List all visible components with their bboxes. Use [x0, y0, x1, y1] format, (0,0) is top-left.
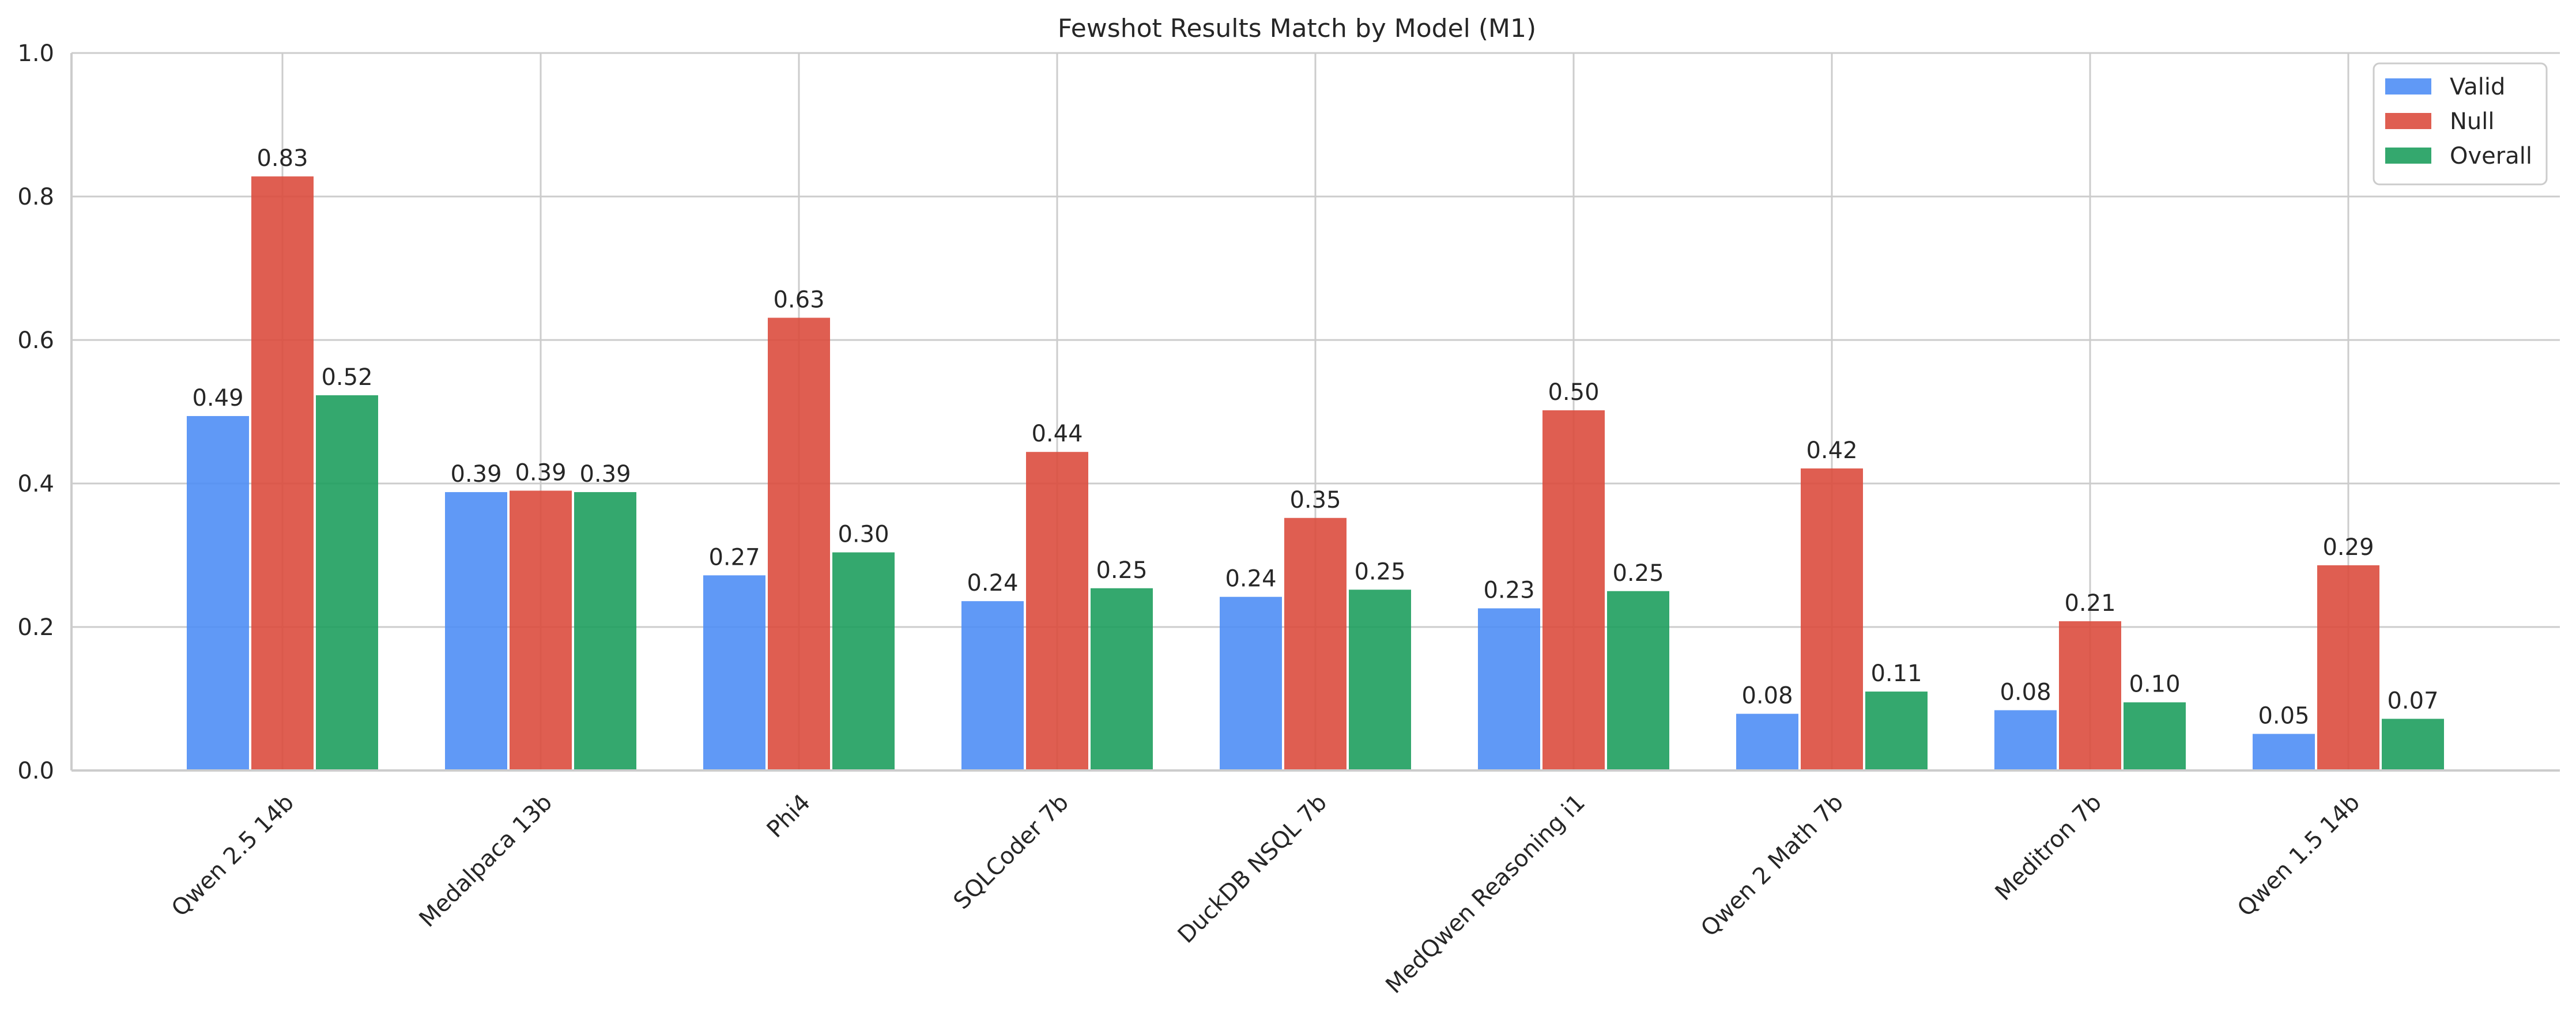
bar-overall [574, 492, 636, 770]
data-label: 0.83 [257, 145, 308, 172]
y-tick-label: 0.8 [17, 184, 54, 210]
data-label: 0.25 [1612, 560, 1664, 587]
bar-valid [1736, 713, 1798, 770]
bar-valid [1994, 710, 2057, 770]
y-tick-label: 1.0 [17, 40, 54, 67]
bar-overall [1865, 692, 1928, 770]
data-label: 0.23 [1483, 577, 1534, 604]
data-label: 0.39 [450, 461, 501, 488]
legend-swatch-null [2385, 113, 2431, 129]
bar-null [251, 176, 314, 770]
data-label: 0.50 [1548, 379, 1599, 406]
bar-valid [961, 601, 1024, 770]
data-label: 0.39 [579, 461, 631, 488]
data-label: 0.42 [1806, 437, 1857, 464]
chart-title: Fewshot Results Match by Model (M1) [1058, 14, 1536, 43]
data-label: 0.10 [2129, 671, 2180, 698]
data-label: 0.35 [1289, 487, 1341, 513]
data-label: 0.08 [1741, 683, 1793, 709]
y-tick-label: 0.2 [17, 614, 54, 641]
legend: Valid Null Overall [2373, 62, 2548, 186]
data-label: 0.29 [2322, 534, 2374, 561]
data-label: 0.24 [1225, 566, 1276, 592]
data-label: 0.24 [967, 570, 1018, 596]
bar-overall [1349, 590, 1411, 770]
data-label: 0.49 [192, 385, 243, 411]
data-labels: 0.49 0.39 0.27 0.24 0.24 0.23 0.08 0.08 0.05 0.83… [192, 145, 2438, 729]
data-label: 0.63 [773, 286, 824, 313]
x-tick-label: Medalpaca 13b [414, 789, 557, 933]
x-tick-label: MedQwen Reasoning i1 [1381, 789, 1590, 999]
legend-label: Overall [2450, 143, 2532, 169]
bar-valid [445, 492, 507, 770]
bar-valid [1478, 608, 1540, 770]
bar-null [2317, 565, 2379, 770]
y-tick-label: 0.6 [17, 327, 54, 354]
x-tick-label: Phi4 [762, 789, 816, 843]
legend-swatch-overall [2385, 148, 2431, 164]
bar-null [510, 490, 572, 770]
bar-null [2059, 621, 2121, 770]
data-label: 0.25 [1096, 557, 1147, 584]
data-label: 0.25 [1354, 558, 1405, 585]
data-label: 0.11 [1870, 660, 1922, 687]
y-tick-label: 0.4 [17, 471, 54, 497]
bar-valid [703, 575, 765, 770]
bar-overall [832, 552, 895, 770]
bar-overall [2382, 719, 2444, 770]
data-label: 0.30 [838, 522, 889, 548]
data-label: 0.39 [515, 459, 566, 486]
bar-overall [2124, 702, 2186, 770]
legend-label: Valid [2450, 74, 2505, 100]
bar-null [1284, 517, 1347, 770]
data-label: 0.05 [2258, 703, 2309, 730]
x-tick-label: Qwen 2.5 14b [167, 789, 299, 922]
y-tick-label: 0.0 [17, 758, 54, 784]
data-label: 0.21 [2064, 590, 2115, 617]
bar-overall [1091, 588, 1153, 770]
x-tick-label: Meditron 7b [1990, 789, 2107, 906]
data-label: 0.52 [321, 364, 372, 391]
bar-valid [187, 415, 249, 770]
legend-swatch-valid [2385, 78, 2431, 95]
data-label: 0.08 [2000, 679, 2051, 705]
x-tick-label: SQLCoder 7b [949, 789, 1074, 915]
data-label: 0.27 [708, 544, 760, 571]
data-label: 0.44 [1031, 421, 1083, 447]
x-tick-label: DuckDB NSQL 7b [1173, 789, 1332, 949]
bar-overall [1607, 591, 1669, 770]
bar-null [1801, 468, 1863, 770]
x-tick-label: Qwen 2 Math 7b [1696, 789, 1849, 942]
legend-label: Null [2450, 108, 2495, 135]
bar-valid [2253, 734, 2315, 770]
bar-valid [1220, 596, 1282, 770]
bars [187, 176, 2444, 770]
bar-null [1026, 452, 1088, 770]
bar-null [1542, 410, 1605, 770]
bar-overall [316, 395, 378, 770]
data-label: 0.07 [2387, 687, 2438, 714]
x-tick-label: Qwen 1.5 14b [2232, 789, 2365, 922]
bar-null [768, 318, 830, 770]
